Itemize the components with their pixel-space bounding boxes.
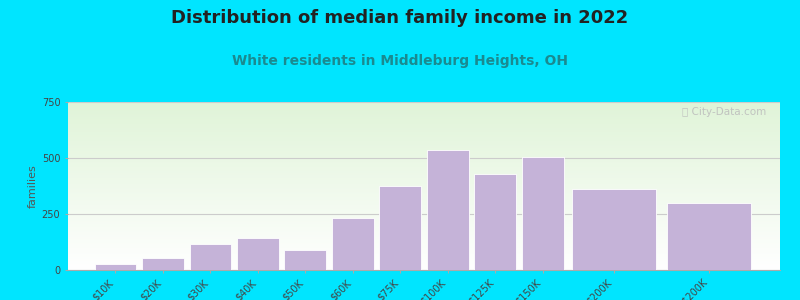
Bar xyxy=(427,150,469,270)
Text: White residents in Middleburg Heights, OH: White residents in Middleburg Heights, O… xyxy=(232,54,568,68)
Bar xyxy=(142,258,184,270)
Bar xyxy=(237,238,278,270)
Bar xyxy=(190,244,231,270)
Bar xyxy=(285,250,326,270)
Bar xyxy=(572,189,656,270)
Text: ⓘ City-Data.com: ⓘ City-Data.com xyxy=(682,107,766,117)
Bar xyxy=(474,174,516,270)
Bar xyxy=(332,218,374,270)
Bar xyxy=(94,264,136,270)
Y-axis label: families: families xyxy=(27,164,38,208)
Bar xyxy=(379,186,421,270)
Bar xyxy=(667,203,750,270)
Bar xyxy=(522,157,563,270)
Text: Distribution of median family income in 2022: Distribution of median family income in … xyxy=(171,9,629,27)
